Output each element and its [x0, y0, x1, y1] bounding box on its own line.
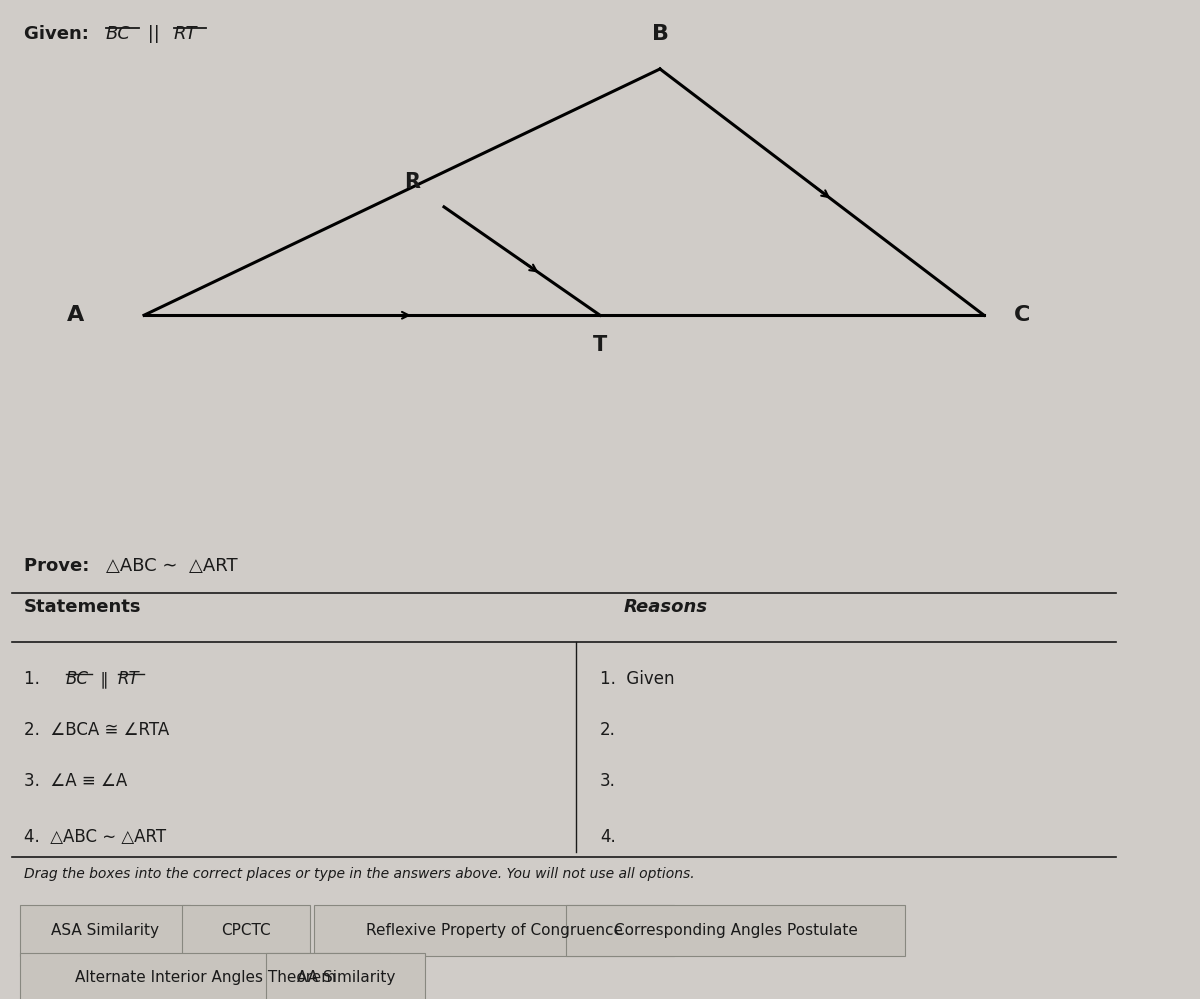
FancyBboxPatch shape	[20, 953, 390, 999]
Text: AA Similarity: AA Similarity	[296, 970, 395, 985]
FancyBboxPatch shape	[182, 905, 310, 956]
Text: 4.: 4.	[600, 827, 616, 845]
Text: Given:: Given:	[24, 25, 95, 43]
FancyBboxPatch shape	[566, 905, 905, 956]
Text: Reflexive Property of Congruence: Reflexive Property of Congruence	[366, 923, 623, 938]
FancyBboxPatch shape	[266, 953, 425, 999]
Text: CPCTC: CPCTC	[221, 923, 271, 938]
Text: 3.  ∠A ≡ ∠A: 3. ∠A ≡ ∠A	[24, 772, 127, 790]
Text: RT: RT	[174, 25, 198, 43]
Text: Alternate Interior Angles Theorem: Alternate Interior Angles Theorem	[74, 970, 336, 985]
Text: BC: BC	[66, 670, 89, 688]
Text: 3.: 3.	[600, 772, 616, 790]
Text: 1.  Given: 1. Given	[600, 670, 674, 688]
Text: 1.: 1.	[24, 670, 50, 688]
Text: T: T	[593, 335, 607, 355]
Text: Statements: Statements	[24, 598, 142, 616]
Text: ASA Similarity: ASA Similarity	[52, 923, 160, 938]
Text: RT: RT	[118, 670, 139, 688]
Text: BC: BC	[106, 25, 131, 43]
FancyBboxPatch shape	[20, 905, 190, 956]
Text: Reasons: Reasons	[624, 598, 708, 616]
Text: C: C	[1014, 306, 1031, 326]
Text: B: B	[652, 24, 668, 44]
Text: 2.  ∠BCA ≅ ∠RTA: 2. ∠BCA ≅ ∠RTA	[24, 721, 169, 739]
Text: R: R	[404, 172, 420, 192]
Text: ||: ||	[142, 25, 166, 43]
Text: △ABC ∼  △ART: △ABC ∼ △ART	[106, 556, 238, 574]
Text: A: A	[67, 306, 84, 326]
Text: Drag the boxes into the correct places or type in the answers above. You will no: Drag the boxes into the correct places o…	[24, 867, 695, 881]
Text: Prove:: Prove:	[24, 556, 96, 574]
FancyBboxPatch shape	[314, 905, 674, 956]
Text: 4.  △ABC ∼ △ART: 4. △ABC ∼ △ART	[24, 827, 166, 845]
Text: 2.: 2.	[600, 721, 616, 739]
Text: ∥: ∥	[95, 670, 114, 688]
Text: Corresponding Angles Postulate: Corresponding Angles Postulate	[613, 923, 858, 938]
